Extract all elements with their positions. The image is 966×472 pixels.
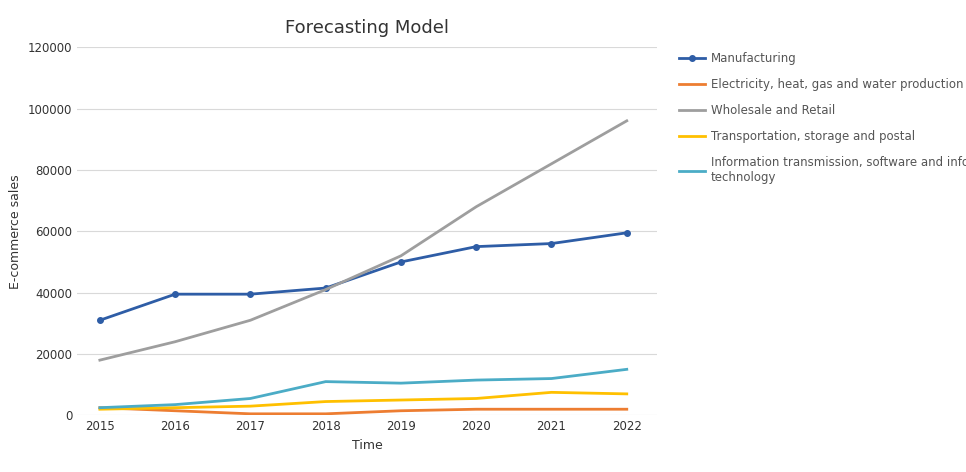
Transportation, storage and postal: [546, 389, 557, 395]
Electricity, heat, gas and water production and supplies: [546, 406, 557, 412]
Electricity, heat, gas and water production and supplies: [621, 406, 633, 412]
Wholesale and Retail: [169, 339, 181, 345]
Wholesale and Retail: [621, 118, 633, 124]
Manufacturing: [621, 230, 633, 236]
Electricity, heat, gas and water production and supplies: [470, 406, 482, 412]
Line: Wholesale and Retail: Wholesale and Retail: [99, 121, 627, 360]
Information transmission, software and information
technology: [320, 379, 331, 384]
Manufacturing: [395, 259, 407, 265]
Line: Information transmission, software and information
technology: Information transmission, software and i…: [99, 369, 627, 408]
Electricity, heat, gas and water production and supplies: [244, 411, 256, 417]
Transportation, storage and postal: [395, 397, 407, 403]
Information transmission, software and information
technology: [244, 396, 256, 401]
Information transmission, software and information
technology: [169, 402, 181, 407]
Manufacturing: [94, 317, 105, 323]
Manufacturing: [470, 244, 482, 249]
Electricity, heat, gas and water production and supplies: [395, 408, 407, 413]
Manufacturing: [169, 291, 181, 297]
Wholesale and Retail: [94, 357, 105, 363]
Information transmission, software and information
technology: [546, 376, 557, 381]
Information transmission, software and information
technology: [470, 377, 482, 383]
Line: Manufacturing: Manufacturing: [98, 230, 630, 323]
Line: Electricity, heat, gas and water production and supplies: Electricity, heat, gas and water product…: [99, 408, 627, 414]
Information transmission, software and information
technology: [94, 405, 105, 411]
Wholesale and Retail: [470, 204, 482, 210]
Transportation, storage and postal: [94, 406, 105, 412]
Transportation, storage and postal: [244, 403, 256, 409]
Wholesale and Retail: [546, 161, 557, 167]
Manufacturing: [546, 241, 557, 246]
Transportation, storage and postal: [470, 396, 482, 401]
X-axis label: Time: Time: [352, 439, 383, 452]
Wholesale and Retail: [395, 253, 407, 259]
Information transmission, software and information
technology: [621, 366, 633, 372]
Wholesale and Retail: [244, 317, 256, 323]
Transportation, storage and postal: [621, 391, 633, 396]
Wholesale and Retail: [320, 287, 331, 292]
Transportation, storage and postal: [169, 405, 181, 411]
Manufacturing: [244, 291, 256, 297]
Electricity, heat, gas and water production and supplies: [320, 411, 331, 417]
Electricity, heat, gas and water production and supplies: [94, 405, 105, 411]
Information transmission, software and information
technology: [395, 380, 407, 386]
Line: Transportation, storage and postal: Transportation, storage and postal: [99, 392, 627, 409]
Transportation, storage and postal: [320, 399, 331, 405]
Y-axis label: E-commerce sales: E-commerce sales: [10, 174, 22, 288]
Title: Forecasting Model: Forecasting Model: [285, 19, 449, 37]
Electricity, heat, gas and water production and supplies: [169, 408, 181, 413]
Manufacturing: [320, 285, 331, 291]
Legend: Manufacturing, Electricity, heat, gas and water production and supplies, Wholesa: Manufacturing, Electricity, heat, gas an…: [674, 47, 966, 189]
